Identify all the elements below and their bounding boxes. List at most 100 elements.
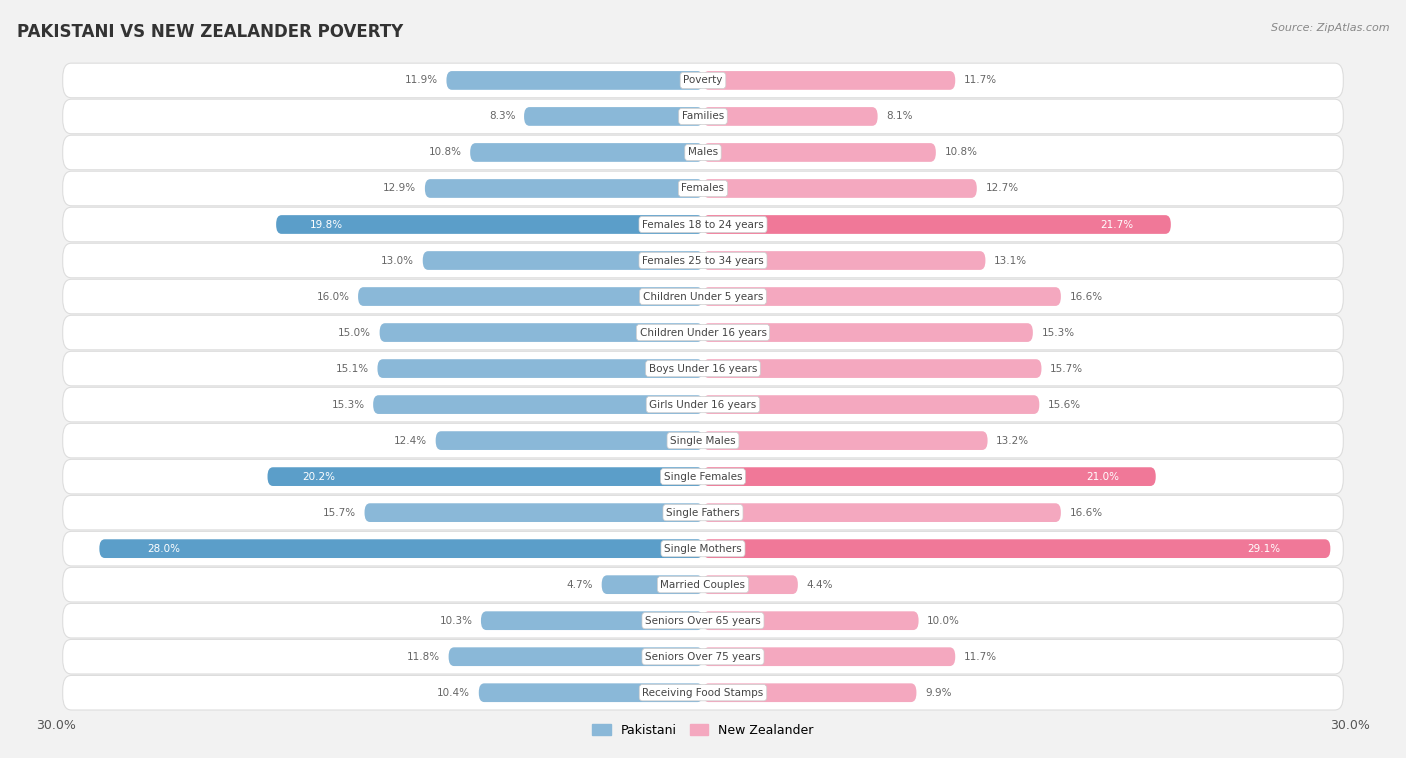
Text: 15.0%: 15.0% [337,327,371,337]
Text: 13.2%: 13.2% [997,436,1029,446]
FancyBboxPatch shape [703,251,986,270]
Text: 10.3%: 10.3% [439,615,472,625]
Text: Single Mothers: Single Mothers [664,543,742,553]
FancyBboxPatch shape [63,171,1343,205]
Text: Single Fathers: Single Fathers [666,508,740,518]
FancyBboxPatch shape [703,107,877,126]
Text: 13.0%: 13.0% [381,255,415,265]
FancyBboxPatch shape [63,63,1343,98]
FancyBboxPatch shape [63,675,1343,710]
Text: 10.8%: 10.8% [945,148,977,158]
FancyBboxPatch shape [703,287,1062,306]
Text: 15.6%: 15.6% [1047,399,1081,409]
Text: PAKISTANI VS NEW ZEALANDER POVERTY: PAKISTANI VS NEW ZEALANDER POVERTY [17,23,404,41]
Text: 16.6%: 16.6% [1070,292,1102,302]
FancyBboxPatch shape [377,359,703,378]
Text: 4.7%: 4.7% [567,580,593,590]
FancyBboxPatch shape [470,143,703,162]
Text: Males: Males [688,148,718,158]
Text: Married Couples: Married Couples [661,580,745,590]
FancyBboxPatch shape [703,467,1156,486]
FancyBboxPatch shape [703,395,1039,414]
FancyBboxPatch shape [425,179,703,198]
Text: 10.0%: 10.0% [927,615,960,625]
FancyBboxPatch shape [276,215,703,234]
Text: 19.8%: 19.8% [311,220,343,230]
FancyBboxPatch shape [703,215,1171,234]
FancyBboxPatch shape [267,467,703,486]
Text: 11.7%: 11.7% [965,76,997,86]
FancyBboxPatch shape [479,684,703,702]
FancyBboxPatch shape [481,611,703,630]
FancyBboxPatch shape [63,243,1343,278]
Text: 15.3%: 15.3% [332,399,364,409]
Text: Seniors Over 75 years: Seniors Over 75 years [645,652,761,662]
Text: Girls Under 16 years: Girls Under 16 years [650,399,756,409]
Text: 21.0%: 21.0% [1087,471,1119,481]
FancyBboxPatch shape [63,603,1343,638]
FancyBboxPatch shape [703,359,1042,378]
FancyBboxPatch shape [63,459,1343,494]
Text: 11.8%: 11.8% [406,652,440,662]
FancyBboxPatch shape [63,387,1343,422]
FancyBboxPatch shape [703,323,1033,342]
FancyBboxPatch shape [703,539,1330,558]
FancyBboxPatch shape [703,575,797,594]
Text: Females 25 to 34 years: Females 25 to 34 years [643,255,763,265]
Text: 8.3%: 8.3% [489,111,516,121]
Text: Seniors Over 65 years: Seniors Over 65 years [645,615,761,625]
Text: 16.0%: 16.0% [316,292,350,302]
Text: 15.1%: 15.1% [336,364,368,374]
FancyBboxPatch shape [602,575,703,594]
Legend: Pakistani, New Zealander: Pakistani, New Zealander [588,719,818,742]
FancyBboxPatch shape [703,431,987,450]
FancyBboxPatch shape [63,207,1343,242]
Text: 10.8%: 10.8% [429,148,461,158]
FancyBboxPatch shape [703,684,917,702]
Text: 15.7%: 15.7% [323,508,356,518]
FancyBboxPatch shape [63,99,1343,133]
FancyBboxPatch shape [423,251,703,270]
FancyBboxPatch shape [63,423,1343,458]
FancyBboxPatch shape [373,395,703,414]
FancyBboxPatch shape [63,351,1343,386]
Text: 11.9%: 11.9% [405,76,437,86]
Text: 9.9%: 9.9% [925,688,952,697]
FancyBboxPatch shape [703,647,955,666]
FancyBboxPatch shape [63,568,1343,602]
FancyBboxPatch shape [380,323,703,342]
FancyBboxPatch shape [447,71,703,89]
FancyBboxPatch shape [63,640,1343,674]
Text: 4.4%: 4.4% [807,580,832,590]
Text: Families: Families [682,111,724,121]
Text: 8.1%: 8.1% [886,111,912,121]
Text: 15.3%: 15.3% [1042,327,1074,337]
Text: 29.1%: 29.1% [1247,543,1281,553]
FancyBboxPatch shape [63,531,1343,566]
Text: 21.7%: 21.7% [1101,220,1133,230]
FancyBboxPatch shape [524,107,703,126]
FancyBboxPatch shape [703,611,918,630]
FancyBboxPatch shape [364,503,703,522]
FancyBboxPatch shape [100,539,703,558]
Text: Females: Females [682,183,724,193]
Text: Single Females: Single Females [664,471,742,481]
FancyBboxPatch shape [359,287,703,306]
Text: 10.4%: 10.4% [437,688,470,697]
Text: 28.0%: 28.0% [148,543,180,553]
Text: Children Under 5 years: Children Under 5 years [643,292,763,302]
FancyBboxPatch shape [449,647,703,666]
Text: Receiving Food Stamps: Receiving Food Stamps [643,688,763,697]
Text: Females 18 to 24 years: Females 18 to 24 years [643,220,763,230]
Text: Single Males: Single Males [671,436,735,446]
FancyBboxPatch shape [703,179,977,198]
FancyBboxPatch shape [63,495,1343,530]
FancyBboxPatch shape [703,71,955,89]
FancyBboxPatch shape [63,279,1343,314]
FancyBboxPatch shape [63,135,1343,170]
Text: 12.4%: 12.4% [394,436,427,446]
Text: 13.1%: 13.1% [994,255,1028,265]
Text: 15.7%: 15.7% [1050,364,1083,374]
FancyBboxPatch shape [703,143,936,162]
FancyBboxPatch shape [703,503,1062,522]
